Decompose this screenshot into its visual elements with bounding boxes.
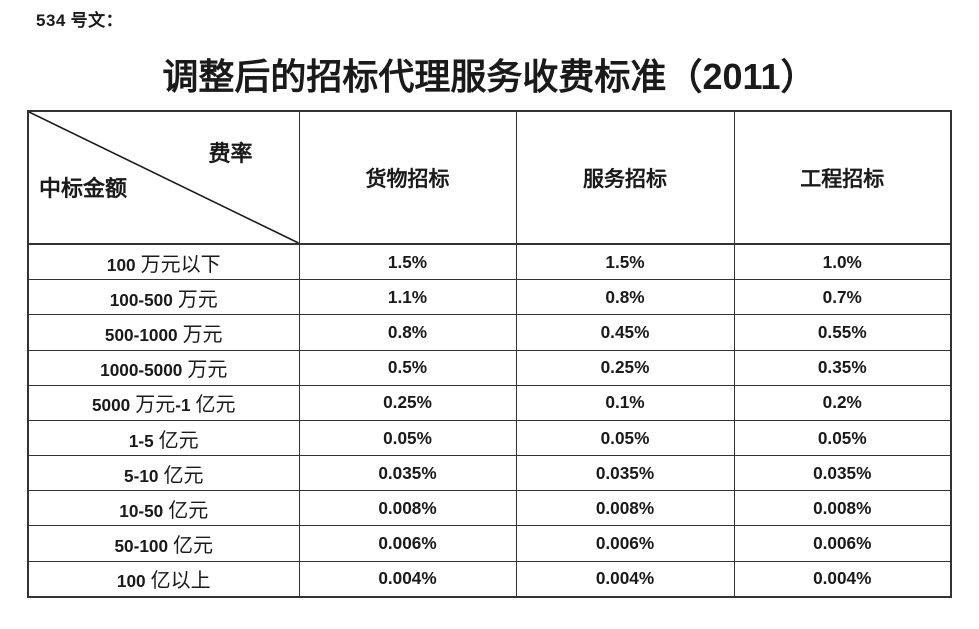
rate-cell: 0.8% bbox=[515, 279, 735, 316]
rate-cell: 0.55% bbox=[733, 314, 952, 351]
column-header-engineering-bidding: 工程招标 bbox=[733, 110, 952, 245]
rate-cell: 0.008% bbox=[515, 490, 735, 527]
row-label-cell: 100 亿以上 bbox=[27, 560, 300, 598]
corner-label-bid-amount: 中标金额 bbox=[39, 176, 128, 201]
rate-cell: 0.004% bbox=[298, 560, 517, 598]
table-row: 5000 万元-1 亿元 0.25% 0.1% 0.2% bbox=[27, 384, 952, 421]
table-row: 100-500 万元 1.1% 0.8% 0.7% bbox=[27, 279, 952, 316]
page-title: 调整后的招标代理服务收费标准（2011） bbox=[162, 56, 817, 97]
rate-cell: 0.035% bbox=[298, 455, 517, 492]
rate-cell: 0.006% bbox=[298, 525, 517, 562]
fee-table: 费率 中标金额 货物招标 服务招标 工程招标 100 万元以下 1.5% 1.5… bbox=[27, 110, 952, 598]
rate-cell: 1.5% bbox=[298, 243, 517, 281]
rate-cell: 1.1% bbox=[298, 279, 517, 316]
rate-cell: 0.8% bbox=[298, 314, 517, 351]
doc-number-label: 534 号文： bbox=[36, 11, 124, 30]
rate-cell: 1.0% bbox=[733, 243, 952, 281]
rate-cell: 0.035% bbox=[733, 455, 952, 492]
rate-cell: 1.5% bbox=[515, 243, 735, 281]
rate-cell: 0.008% bbox=[733, 490, 952, 527]
rate-cell: 0.008% bbox=[298, 490, 517, 527]
row-label-cell: 50-100 亿元 bbox=[27, 525, 300, 562]
rate-cell: 0.25% bbox=[515, 349, 735, 386]
row-label-cell: 5000 万元-1 亿元 bbox=[27, 384, 300, 421]
rate-cell: 0.7% bbox=[733, 279, 952, 316]
diagonal-divider-line bbox=[29, 112, 299, 243]
row-label-cell: 10-50 亿元 bbox=[27, 490, 300, 527]
rate-cell: 0.45% bbox=[515, 314, 735, 351]
header-row: 费率 中标金额 货物招标 服务招标 工程招标 bbox=[27, 110, 952, 245]
table-row: 10-50 亿元 0.008% 0.008% 0.008% bbox=[27, 490, 952, 527]
row-label-cell: 500-1000 万元 bbox=[27, 314, 300, 351]
rate-cell: 0.2% bbox=[733, 384, 952, 421]
rate-cell: 0.5% bbox=[298, 349, 517, 386]
row-label-cell: 5-10 亿元 bbox=[27, 455, 300, 492]
column-header-service-bidding: 服务招标 bbox=[515, 110, 735, 245]
table-row: 5-10 亿元 0.035% 0.035% 0.035% bbox=[27, 455, 952, 492]
rate-cell: 0.004% bbox=[733, 560, 952, 598]
table-row: 500-1000 万元 0.8% 0.45% 0.55% bbox=[27, 314, 952, 351]
rate-cell: 0.35% bbox=[733, 349, 952, 386]
rate-cell: 0.1% bbox=[515, 384, 735, 421]
table-row: 50-100 亿元 0.006% 0.006% 0.006% bbox=[27, 525, 952, 562]
rate-cell: 0.006% bbox=[515, 525, 735, 562]
row-label-cell: 1-5 亿元 bbox=[27, 419, 300, 457]
row-label-cell: 100-500 万元 bbox=[27, 279, 300, 316]
corner-header-cell: 费率 中标金额 bbox=[27, 110, 300, 245]
rate-cell: 0.05% bbox=[733, 419, 952, 457]
table-row: 1-5 亿元 0.05% 0.05% 0.05% bbox=[27, 419, 952, 457]
column-header-goods-bidding: 货物招标 bbox=[298, 110, 517, 245]
row-label-cell: 100 万元以下 bbox=[27, 243, 300, 281]
rate-cell: 0.05% bbox=[515, 419, 735, 457]
row-label-cell: 1000-5000 万元 bbox=[27, 349, 300, 386]
rate-cell: 0.004% bbox=[515, 560, 735, 598]
corner-label-fee-rate: 费率 bbox=[208, 141, 253, 166]
table-row: 100 亿以上 0.004% 0.004% 0.004% bbox=[27, 560, 952, 598]
rate-cell: 0.035% bbox=[515, 455, 735, 492]
table-row: 1000-5000 万元 0.5% 0.25% 0.35% bbox=[27, 349, 952, 386]
rate-cell: 0.25% bbox=[298, 384, 517, 421]
rate-cell: 0.05% bbox=[298, 419, 517, 457]
table-row: 100 万元以下 1.5% 1.5% 1.0% bbox=[27, 243, 952, 281]
rate-cell: 0.006% bbox=[733, 525, 952, 562]
